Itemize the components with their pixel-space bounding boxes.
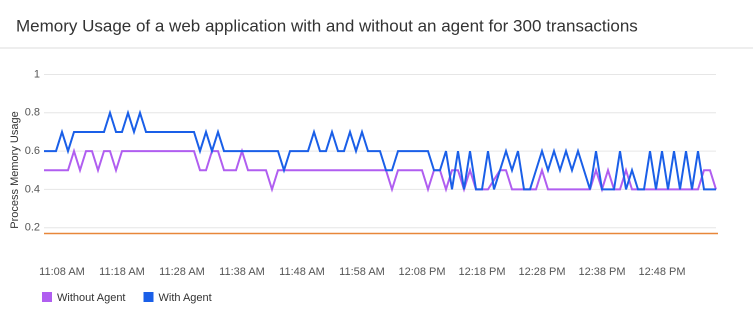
y-tick-label: 0.6 [25, 145, 40, 157]
y-tick-label: 0.2 [25, 222, 40, 234]
x-tick-label: 12:28 PM [518, 266, 565, 278]
x-tick-label: 12:48 PM [638, 266, 685, 278]
legend-label: With Agent [159, 292, 212, 304]
x-tick-label: 11:28 AM [159, 266, 205, 278]
x-tick-label: 11:58 AM [339, 266, 385, 278]
x-tick-label: 11:48 AM [279, 266, 325, 278]
x-tick-label: 11:18 AM [99, 266, 145, 278]
legend-label: Without Agent [57, 292, 126, 304]
legend-swatch [143, 292, 154, 302]
series-line [44, 109, 716, 191]
y-tick-label: 0.4 [25, 183, 40, 195]
x-tick-label: 12:18 PM [458, 266, 505, 278]
x-tick-label: 12:08 PM [398, 266, 445, 278]
x-tick-label: 12:38 PM [578, 266, 625, 278]
legend-swatch [42, 292, 52, 302]
y-axis-title: Process Memory Usage [9, 111, 21, 228]
y-tick-label: 0.8 [25, 107, 40, 119]
chart-title: Memory Usage of a web application with a… [16, 16, 638, 35]
y-tick-label: 1 [34, 68, 40, 80]
x-tick-label: 11:38 AM [219, 266, 265, 278]
x-tick-label: 11:08 AM [39, 266, 85, 278]
series-line [44, 147, 717, 193]
